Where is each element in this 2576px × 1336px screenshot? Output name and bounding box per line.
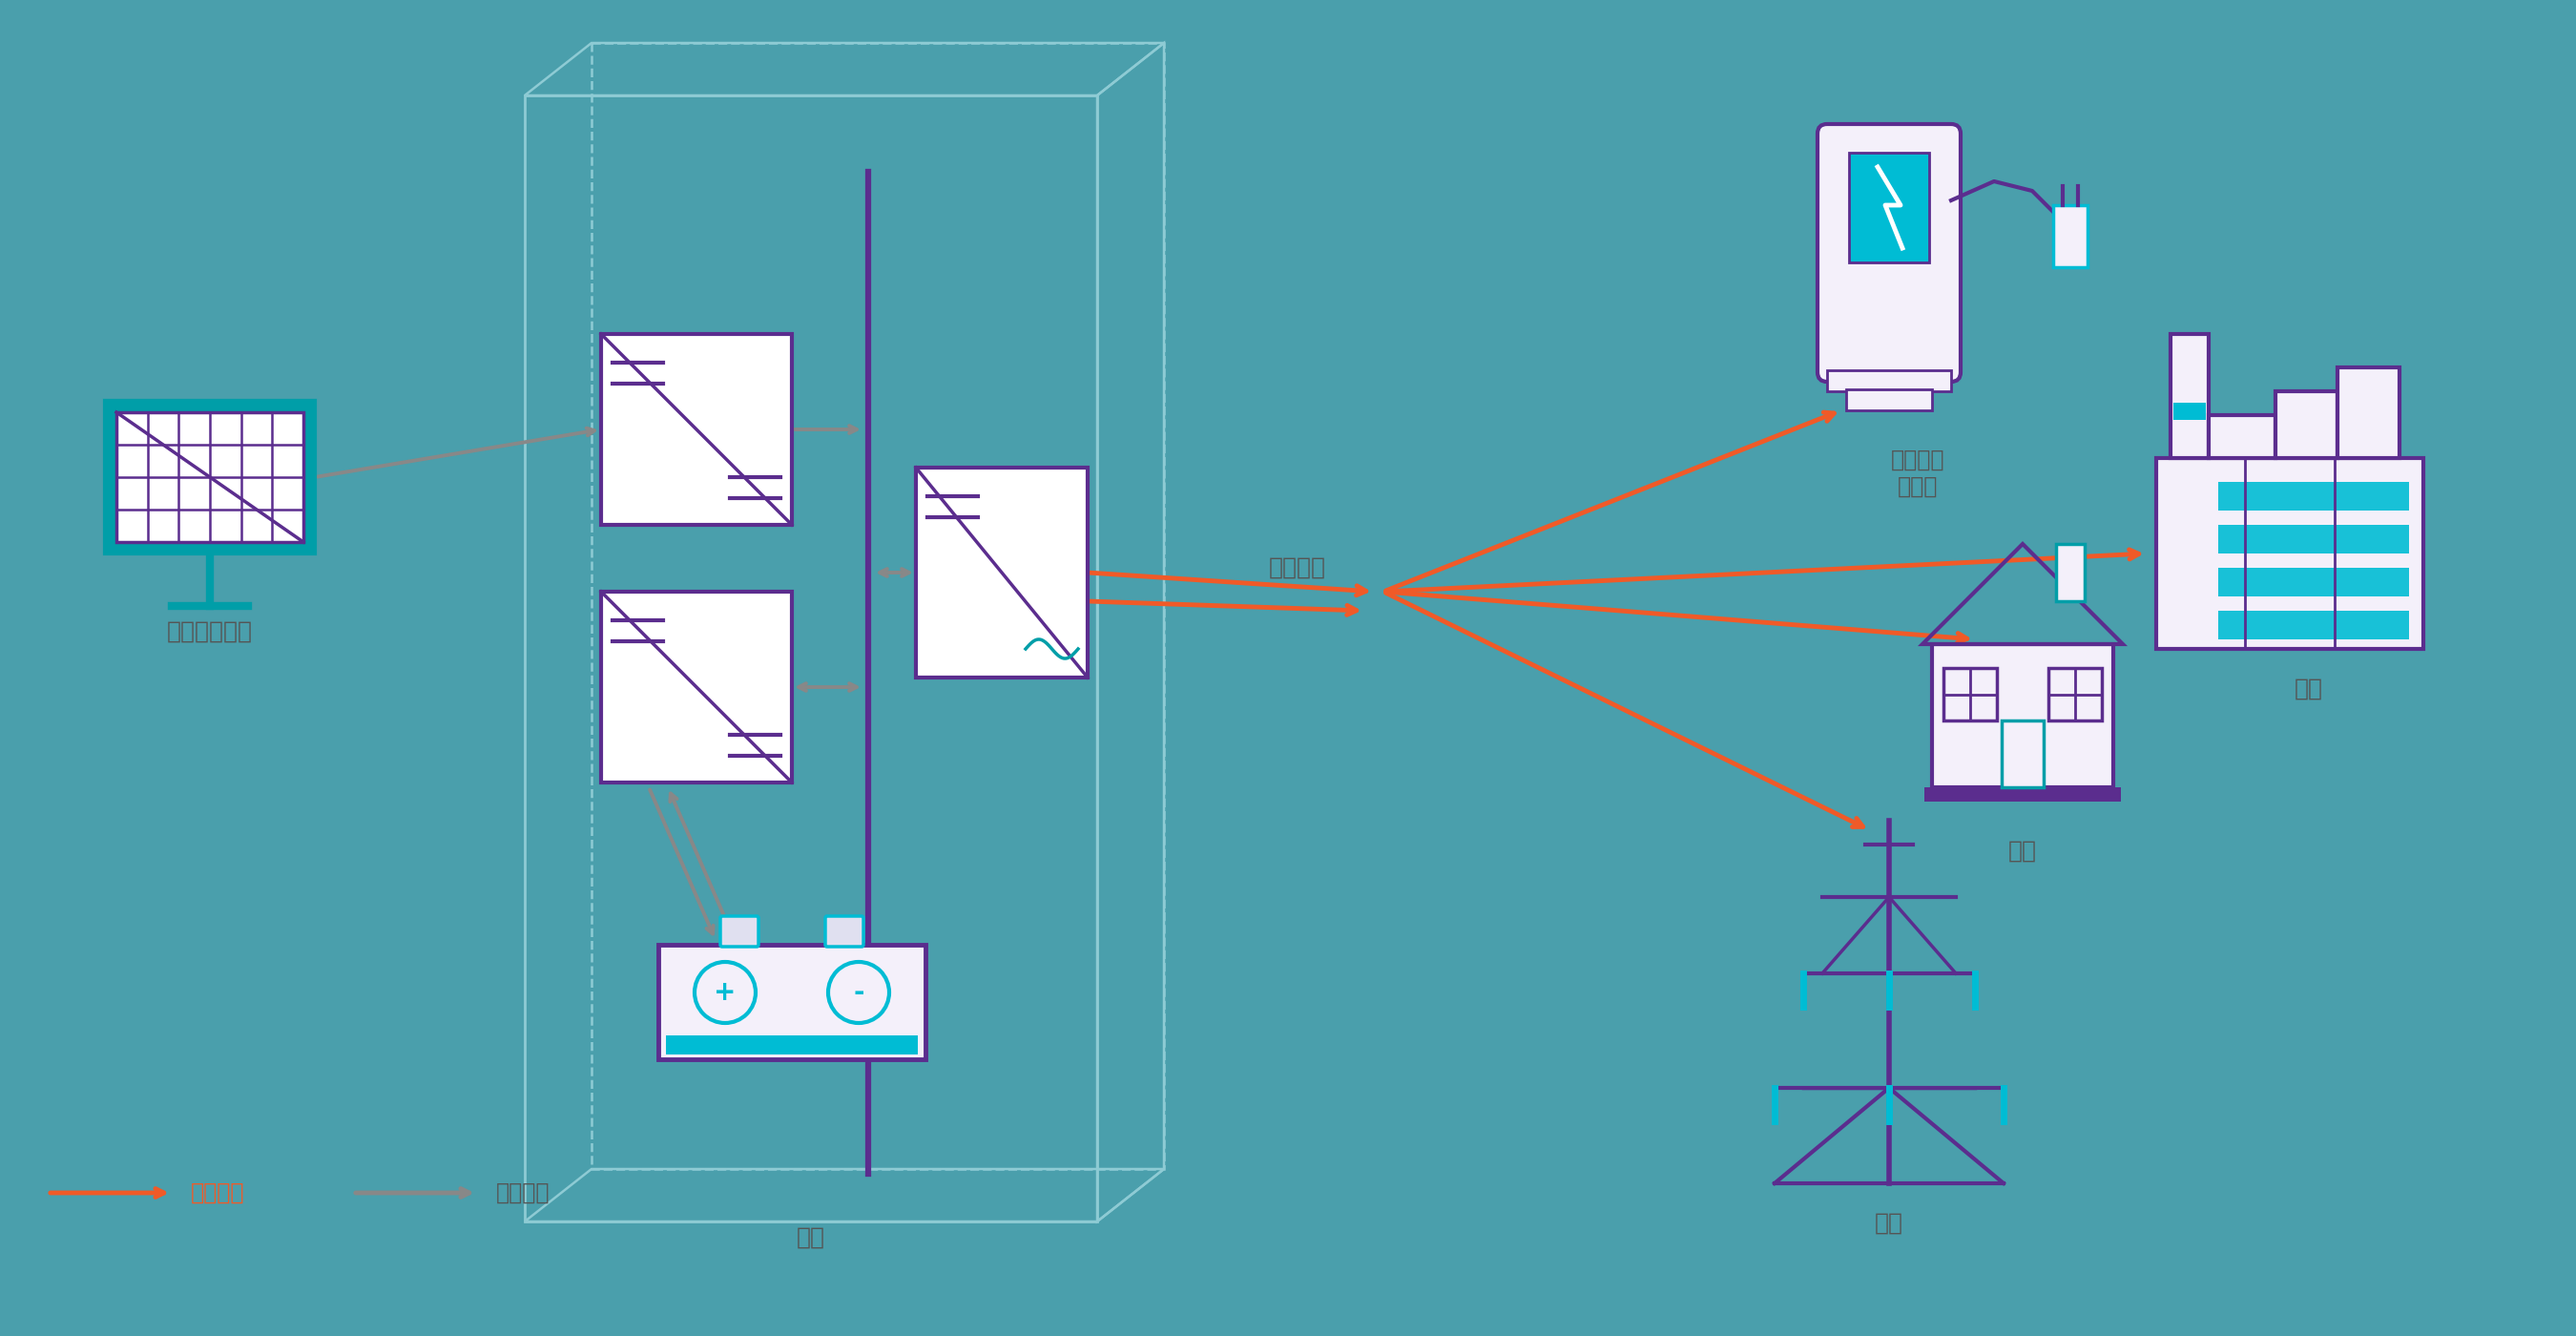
- Bar: [116, 413, 304, 542]
- Bar: [2208, 415, 2275, 458]
- Bar: [1850, 152, 1929, 262]
- FancyBboxPatch shape: [721, 916, 757, 947]
- Bar: [600, 334, 791, 525]
- Bar: [2053, 206, 2087, 267]
- Bar: [659, 945, 925, 1059]
- Bar: [2002, 720, 2043, 787]
- Bar: [2336, 367, 2398, 458]
- Text: 电网: 电网: [1875, 1212, 1904, 1234]
- Bar: [2056, 544, 2084, 601]
- Bar: [2174, 402, 2205, 420]
- FancyBboxPatch shape: [1819, 124, 1960, 382]
- Bar: [600, 592, 791, 783]
- Text: 直流电源: 直流电源: [497, 1181, 551, 1204]
- Bar: [667, 1035, 917, 1054]
- Bar: [1847, 389, 1932, 410]
- Bar: [2218, 568, 2409, 596]
- Bar: [2172, 334, 2208, 458]
- Text: +: +: [714, 979, 737, 1006]
- Bar: [917, 468, 1087, 677]
- Bar: [1932, 644, 2112, 787]
- Text: 太阳能电池板: 太阳能电池板: [167, 620, 252, 643]
- Bar: [1942, 668, 1996, 720]
- Bar: [1826, 370, 1950, 391]
- Bar: [2218, 525, 2409, 553]
- Text: 电动汽车
充电机: 电动汽车 充电机: [1891, 449, 1945, 498]
- Text: 电池: 电池: [796, 1226, 824, 1249]
- Text: 交流电源: 交流电源: [191, 1181, 245, 1204]
- Bar: [2218, 611, 2409, 640]
- Bar: [2275, 391, 2336, 458]
- Bar: [2048, 668, 2102, 720]
- Text: 本地负载: 本地负载: [1270, 556, 1327, 580]
- Bar: [2218, 482, 2409, 510]
- Bar: [2156, 458, 2424, 649]
- Text: 工业: 工业: [2295, 677, 2324, 700]
- Bar: [106, 401, 314, 553]
- Text: -: -: [853, 979, 863, 1006]
- Bar: [1924, 787, 2120, 802]
- Text: 户用: 户用: [2009, 840, 2038, 863]
- FancyBboxPatch shape: [824, 916, 863, 947]
